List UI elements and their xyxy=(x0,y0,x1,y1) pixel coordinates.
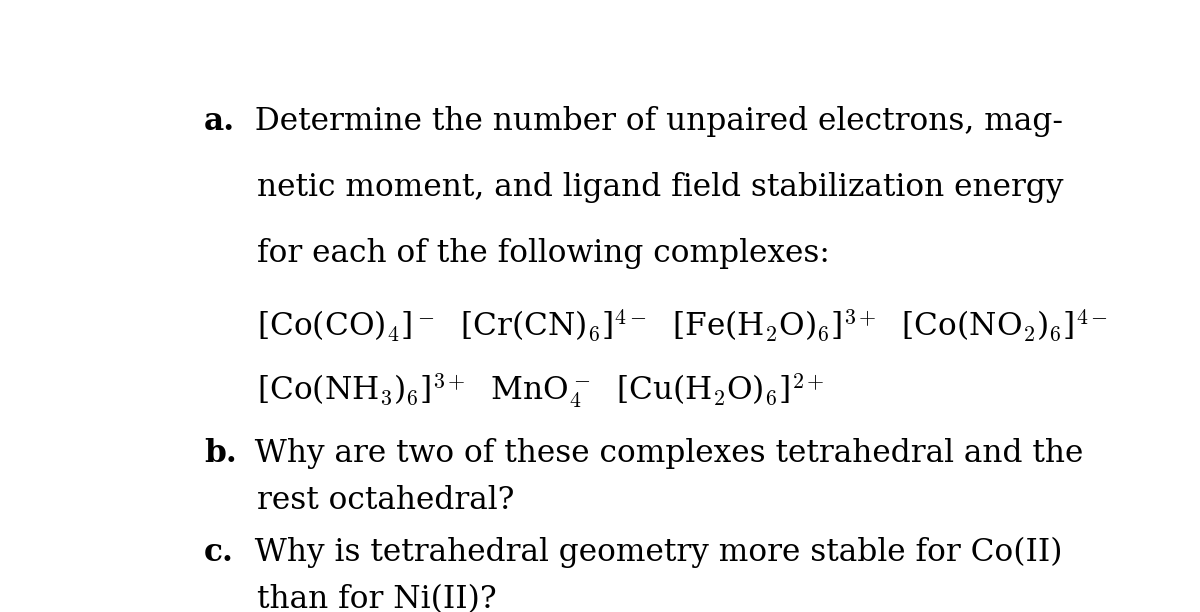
Text: Why are two of these complexes tetrahedral and the: Why are two of these complexes tetrahedr… xyxy=(235,438,1084,469)
Text: a.: a. xyxy=(204,106,235,137)
Text: [Co(NH$_3$)$_6$]$^{3+}$  MnO$_4^-$  [Cu(H$_2$O)$_6$]$^{2+}$: [Co(NH$_3$)$_6$]$^{3+}$ MnO$_4^-$ [Cu(H$… xyxy=(257,372,824,411)
Text: Why is tetrahedral geometry more stable for Co(II): Why is tetrahedral geometry more stable … xyxy=(235,537,1062,568)
Text: [Co(CO)$_4$]$^-$  [Cr(CN)$_6$]$^{4-}$  [Fe(H$_2$O)$_6$]$^{3+}$  [Co(NO$_2$)$_6$]: [Co(CO)$_4$]$^-$ [Cr(CN)$_6$]$^{4-}$ [Fe… xyxy=(257,307,1108,343)
Text: b.: b. xyxy=(204,438,236,469)
Text: netic moment, and ligand field stabilization energy: netic moment, and ligand field stabiliza… xyxy=(257,172,1063,203)
Text: rest octahedral?: rest octahedral? xyxy=(257,485,515,517)
Text: c.: c. xyxy=(204,537,234,568)
Text: Determine the number of unpaired electrons, mag-: Determine the number of unpaired electro… xyxy=(235,106,1063,137)
Text: than for Ni(II)?: than for Ni(II)? xyxy=(257,584,497,612)
Text: for each of the following complexes:: for each of the following complexes: xyxy=(257,238,830,269)
